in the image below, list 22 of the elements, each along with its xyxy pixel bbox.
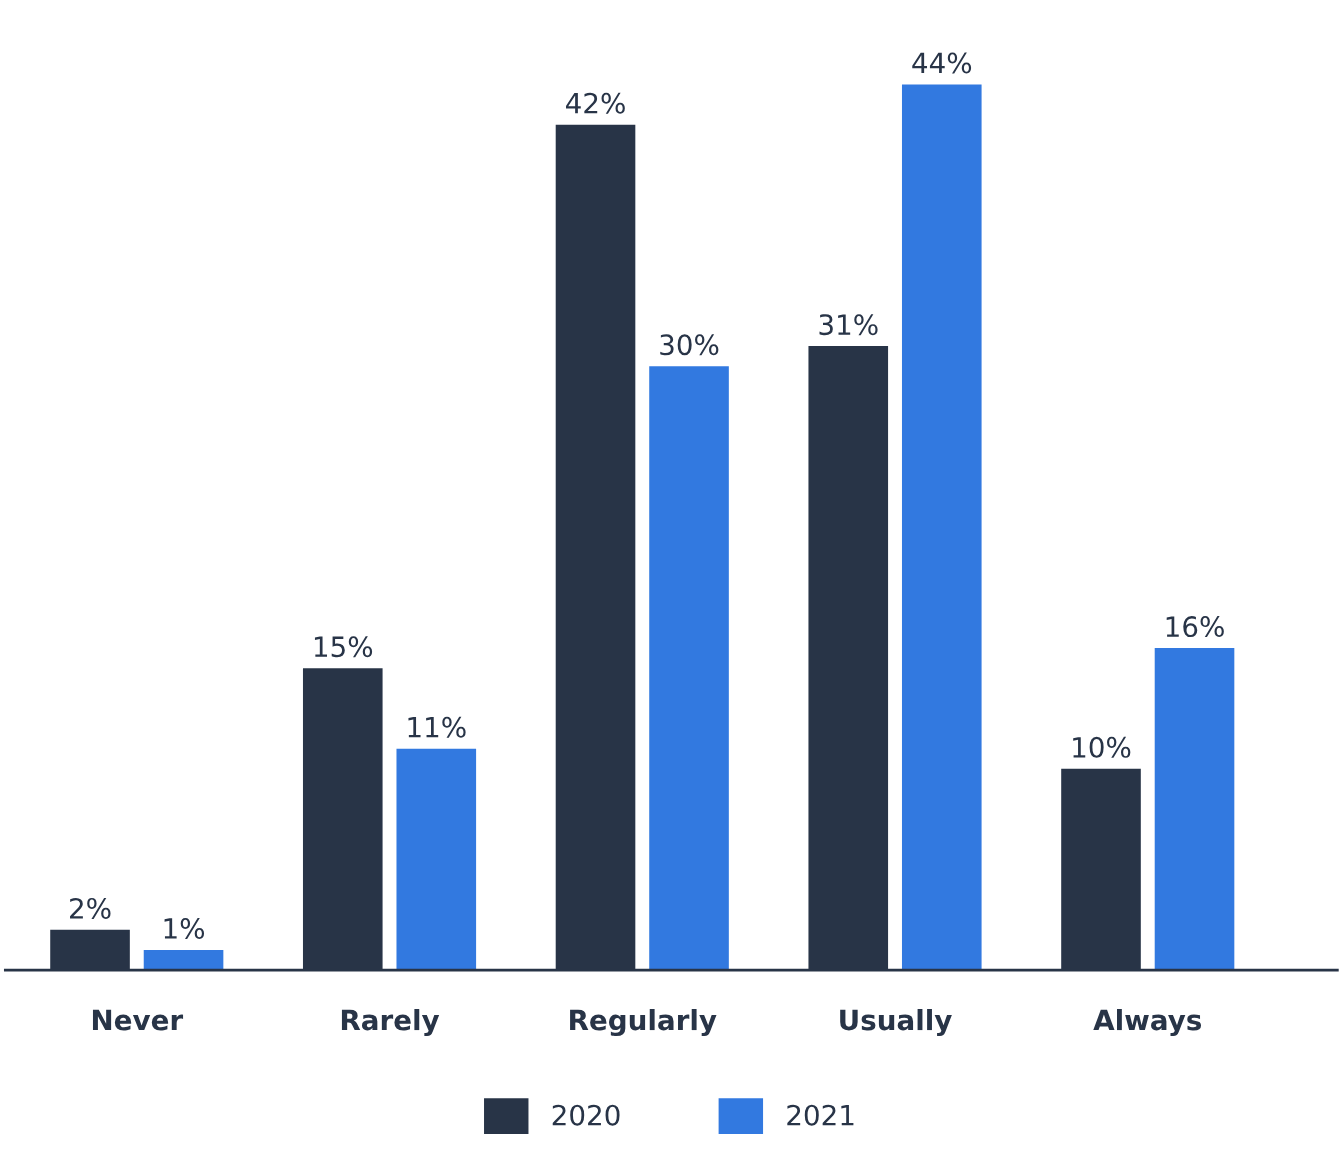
- data-label: 2%: [70, 897, 111, 919]
- data-label: 15%: [314, 636, 373, 658]
- x-tick-label: Regularly: [570, 1008, 717, 1037]
- x-tick-label: Usually: [840, 1008, 952, 1037]
- data-label: 42%: [566, 92, 625, 114]
- legend-label: 2021: [787, 1104, 854, 1126]
- bar: [649, 366, 729, 971]
- data-label: 31%: [819, 314, 878, 336]
- x-tick-label: Always: [1093, 1008, 1202, 1037]
- bar: [143, 949, 224, 971]
- legend-label: 2020: [552, 1104, 620, 1126]
- bar: [1154, 648, 1235, 971]
- data-label: 30%: [660, 334, 719, 356]
- data-label: 44%: [912, 52, 972, 74]
- data-label: 16%: [1166, 616, 1224, 638]
- data-label: 11%: [408, 716, 466, 738]
- data-label: 10%: [1073, 736, 1131, 758]
- x-tick-label: Rarely: [341, 1008, 440, 1037]
- x-tick-label: Never: [92, 1009, 184, 1031]
- bar: [396, 748, 477, 971]
- data-label: 1%: [164, 918, 205, 940]
- bar: [901, 84, 982, 971]
